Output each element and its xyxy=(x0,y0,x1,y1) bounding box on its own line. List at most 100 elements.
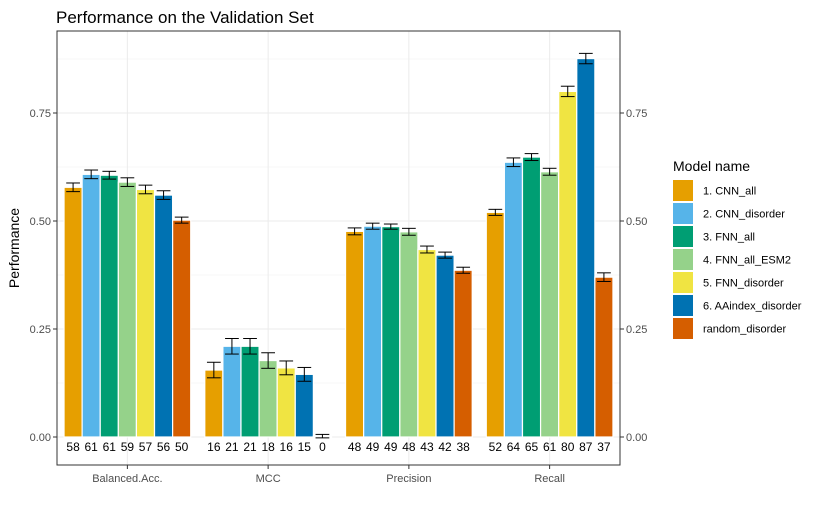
bar xyxy=(135,188,156,438)
bars xyxy=(63,57,614,438)
chart-title: Performance on the Validation Set xyxy=(56,8,314,27)
bar-value-label: 64 xyxy=(507,440,521,454)
bar xyxy=(63,186,83,438)
legend-title: Model name xyxy=(673,158,750,174)
bar-value-label: 61 xyxy=(103,440,117,454)
legend-item: 4. FNN_all_ESM2 xyxy=(673,249,791,270)
legend-label: 5. FNN_disorder xyxy=(703,278,784,290)
bar-value-label: 49 xyxy=(366,440,380,454)
legend-swatch xyxy=(673,272,693,293)
error-bar xyxy=(66,182,80,193)
bar-value-label: 56 xyxy=(157,440,171,454)
error-bars xyxy=(66,52,611,439)
bar-value-label: 87 xyxy=(579,440,593,454)
bar-value-label: 21 xyxy=(243,440,257,454)
bar-value-label: 49 xyxy=(384,440,398,454)
error-bar xyxy=(488,208,503,216)
legend-swatch xyxy=(673,180,693,201)
error-bar xyxy=(102,170,117,180)
y-tick-label: 0.25 xyxy=(30,324,51,336)
y-tick-label-secondary: 0.25 xyxy=(626,324,647,336)
bar-value-label: 15 xyxy=(298,440,312,454)
error-bar xyxy=(84,169,99,180)
error-bar xyxy=(365,222,380,230)
bar xyxy=(576,57,596,438)
bar-value-label: 48 xyxy=(348,440,362,454)
bar-value-label: 43 xyxy=(420,440,434,454)
bar-value-label: 18 xyxy=(261,440,275,454)
bar xyxy=(381,226,401,438)
bar xyxy=(485,211,505,438)
error-bar xyxy=(597,272,611,282)
x-category-label: Precision xyxy=(386,473,431,485)
y-tick-label: 0.75 xyxy=(30,108,51,120)
error-bar xyxy=(456,266,471,274)
error-bar xyxy=(506,157,521,168)
bar xyxy=(521,156,542,438)
y-tick-label: 0.00 xyxy=(30,432,51,444)
legend-swatch xyxy=(673,295,693,316)
error-bar xyxy=(560,85,575,98)
bar xyxy=(117,181,138,438)
bar xyxy=(81,173,101,438)
error-bar xyxy=(315,433,330,439)
y-tick-label-secondary: 0.00 xyxy=(626,432,647,444)
error-bar xyxy=(225,338,239,355)
y-tick-label-secondary: 0.50 xyxy=(626,216,647,228)
legend-label: 1. CNN_all xyxy=(703,186,756,198)
bar xyxy=(222,345,242,438)
legend-label: random_disorder xyxy=(703,324,786,336)
bar xyxy=(417,248,437,438)
plot-panel-border xyxy=(56,30,621,466)
legend-label: 6. AAindex_disorder xyxy=(703,301,802,313)
bar xyxy=(204,369,224,438)
error-bar xyxy=(438,251,452,259)
legend-label: 4. FNN_all_ESM2 xyxy=(703,255,791,267)
legend-item: random_disorder xyxy=(673,318,786,339)
error-bar xyxy=(420,245,434,254)
error-bar xyxy=(347,227,362,236)
legend-swatch xyxy=(673,249,693,270)
bar-value-label: 50 xyxy=(175,440,189,454)
error-bar xyxy=(524,153,539,162)
data-labels: 58 16 48 52 61 21 49 64 61 21 49 65 59 18 48 61 57 16 43 80… xyxy=(66,440,611,454)
bar-value-label: 80 xyxy=(561,440,575,454)
error-bar xyxy=(138,184,153,195)
bar-value-label: 0 xyxy=(319,440,326,454)
y-axis-label: Performance xyxy=(6,208,22,288)
bar xyxy=(558,90,578,438)
legend-item: 1. CNN_all xyxy=(673,180,756,201)
legend-swatch xyxy=(673,318,693,339)
bar-value-label: 61 xyxy=(85,440,99,454)
bar xyxy=(240,345,260,438)
legend-item: 5. FNN_disorder xyxy=(673,272,784,293)
bar xyxy=(363,225,383,438)
bar-value-label: 65 xyxy=(525,440,539,454)
bar xyxy=(344,230,365,438)
bar xyxy=(503,161,524,438)
legend-label: 2. CNN_disorder xyxy=(703,209,785,221)
bar-value-label: 38 xyxy=(456,440,470,454)
legend-item: 2. CNN_disorder xyxy=(673,203,785,224)
x-category-label: Recall xyxy=(534,473,565,485)
error-bar xyxy=(542,167,557,176)
legend-label: 3. FNN_all xyxy=(703,232,755,244)
bar-value-label: 16 xyxy=(280,440,294,454)
bar-value-label: 48 xyxy=(402,440,416,454)
bar-value-label: 57 xyxy=(139,440,153,454)
bar-value-label: 52 xyxy=(489,440,503,454)
error-bar xyxy=(206,361,221,379)
y-tick-label-secondary: 0.75 xyxy=(626,108,647,120)
bar-value-label: 59 xyxy=(121,440,135,454)
bar xyxy=(153,194,174,438)
bar-value-label: 16 xyxy=(207,440,221,454)
bar-value-label: 37 xyxy=(597,440,611,454)
bar xyxy=(172,219,192,438)
legend-item: 3. FNN_all xyxy=(673,226,755,247)
bar xyxy=(539,171,560,438)
legend: Model name 1. CNN_all 2. CNN_disorder 3. F… xyxy=(673,158,802,339)
error-bar xyxy=(383,223,398,230)
error-bar xyxy=(297,366,312,382)
bar-value-label: 58 xyxy=(66,440,80,454)
